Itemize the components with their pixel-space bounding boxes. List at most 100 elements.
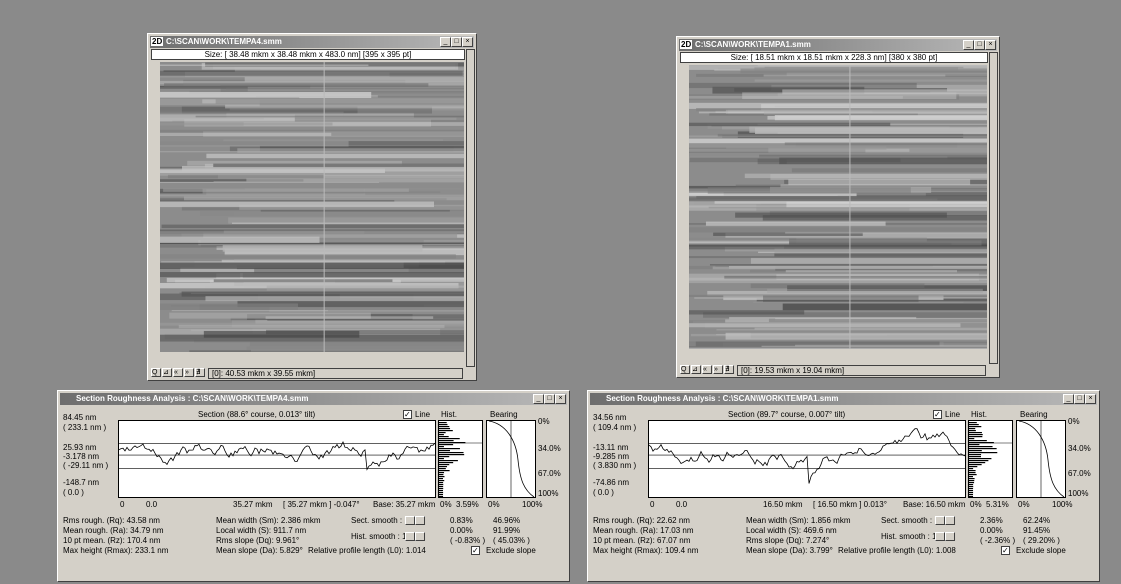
spin-button[interactable] [945, 532, 955, 541]
bearing-label: Bearing [1020, 410, 1048, 419]
icon-2d: 2D [151, 37, 163, 46]
hist-bar [969, 424, 979, 425]
texture-band [689, 83, 917, 88]
texture-band [174, 95, 378, 97]
spin-button[interactable] [405, 516, 415, 525]
texture-band [726, 333, 987, 340]
texture-band [764, 74, 946, 76]
hist-bar [439, 444, 453, 445]
hist-bar [439, 494, 443, 495]
window-button[interactable]: □ [974, 40, 985, 50]
bearing-y-label: 34.0% [1068, 444, 1091, 453]
texture-band [689, 238, 927, 242]
hist-bar [969, 468, 973, 469]
y-axis-label: ( 233.1 nm ) [63, 423, 106, 432]
texture-band [216, 99, 464, 104]
y-axis-label: ( 0.0 ) [63, 488, 84, 497]
hist-bar [439, 472, 444, 473]
roughness-stat: Max height (Rmax): 109.4 nm [593, 546, 698, 555]
spin-button[interactable] [415, 532, 425, 541]
texture-band [221, 85, 464, 92]
hist-bar [439, 440, 454, 441]
tool-button[interactable]: ∄ [724, 365, 734, 374]
tool-button[interactable]: » [713, 365, 723, 374]
hist-bar [439, 424, 447, 425]
hist-bar [969, 476, 973, 477]
percent-value: ( -2.36% ) [980, 536, 1015, 545]
roughness-stat: Mean width (Sm): 2.386 mkm [216, 516, 320, 525]
hist-bar [439, 470, 450, 471]
texture-band [160, 133, 331, 136]
y-axis-label: 25.93 nm [63, 443, 96, 452]
percent-value: 46.96% [493, 516, 520, 525]
window-button[interactable]: □ [451, 37, 462, 47]
texture-band [196, 116, 464, 118]
tool-button[interactable]: ⊿ [162, 368, 172, 377]
hist-bar [439, 454, 464, 455]
texture-band [160, 141, 349, 147]
tool-button[interactable]: » [184, 368, 194, 377]
window-button[interactable]: □ [1074, 394, 1085, 404]
tool-button[interactable]: ∄ [195, 368, 205, 377]
tool-button[interactable]: ⊿ [691, 365, 701, 374]
tool-button[interactable]: Q [680, 365, 690, 374]
profile-length-label: Relative profile length (L0): 1.008 [838, 546, 956, 555]
line-checkbox[interactable]: ✓ [403, 410, 412, 419]
exclude-checkbox[interactable]: ✓ [1001, 546, 1010, 555]
window-button[interactable]: × [555, 394, 566, 404]
spin-button[interactable] [405, 532, 415, 541]
tool-button[interactable]: « [702, 365, 712, 374]
spin-button[interactable] [935, 532, 945, 541]
tool-button[interactable]: Q [151, 368, 161, 377]
icon-2d: 2D [680, 40, 692, 49]
hist-bar [969, 430, 976, 431]
texture-band [245, 77, 464, 81]
hist-bar [969, 434, 983, 435]
roughness-stat: Mean width (Sm): 1.856 mkm [746, 516, 850, 525]
hist-bar [439, 438, 460, 439]
x-axis-label: 0.0 [146, 500, 157, 509]
hist-bar [969, 494, 973, 495]
window-button[interactable]: _ [963, 40, 974, 50]
window-button[interactable]: □ [544, 394, 555, 404]
hist-smooth-label: Hist. smooth : 1 [881, 532, 937, 541]
tool-button[interactable]: « [173, 368, 183, 377]
bearing-plot [1016, 420, 1066, 498]
texture-band [754, 67, 958, 70]
roughness-stat: Local width (S): 469.6 nm [746, 526, 837, 535]
texture-band [751, 258, 987, 264]
bearing-x-tick: 0% [488, 500, 500, 509]
bearing-x-tick: 100% [522, 500, 542, 509]
spin-button[interactable] [945, 516, 955, 525]
hist-bar [969, 456, 981, 457]
roughness-stat: Rms rough. (Rq): 43.58 nm [63, 516, 160, 525]
spin-button[interactable] [415, 516, 425, 525]
texture-band [168, 175, 324, 178]
spin-button[interactable] [935, 516, 945, 525]
window-button[interactable]: × [1085, 394, 1096, 404]
line-checkbox[interactable]: ✓ [933, 410, 942, 419]
hist-tick: 3.59% [456, 500, 479, 509]
window-button[interactable]: _ [440, 37, 451, 47]
hist-bar [439, 484, 443, 485]
x-axis-label: 16.50 mkm [763, 500, 803, 509]
window-button[interactable]: × [985, 40, 996, 50]
section-label: Section (89.7° course, 0.007° tilt) [728, 410, 845, 419]
percent-value: ( 29.20% ) [1023, 536, 1060, 545]
x-axis-label: 0 [120, 500, 124, 509]
window-button[interactable]: _ [533, 394, 544, 404]
hist-bar [969, 466, 977, 467]
x-axis-label: Base: 16.50 mkm [903, 500, 965, 509]
texture-band [160, 65, 368, 66]
hist-label: Hist. [971, 410, 987, 419]
percent-value: 0.00% [450, 526, 473, 535]
roughness-stat: Mean rough. (Ra): 34.79 nm [63, 526, 164, 535]
exclude-checkbox[interactable]: ✓ [471, 546, 480, 555]
roughness-stat: Rms slope (Dq): 9.961° [216, 536, 299, 545]
texture-band [769, 319, 987, 322]
hist-smooth-label: Hist. smooth : 1 [351, 532, 407, 541]
window-button[interactable]: × [462, 37, 473, 47]
hist-bar [969, 482, 974, 483]
texture-band [182, 292, 464, 297]
window-button[interactable]: _ [1063, 394, 1074, 404]
